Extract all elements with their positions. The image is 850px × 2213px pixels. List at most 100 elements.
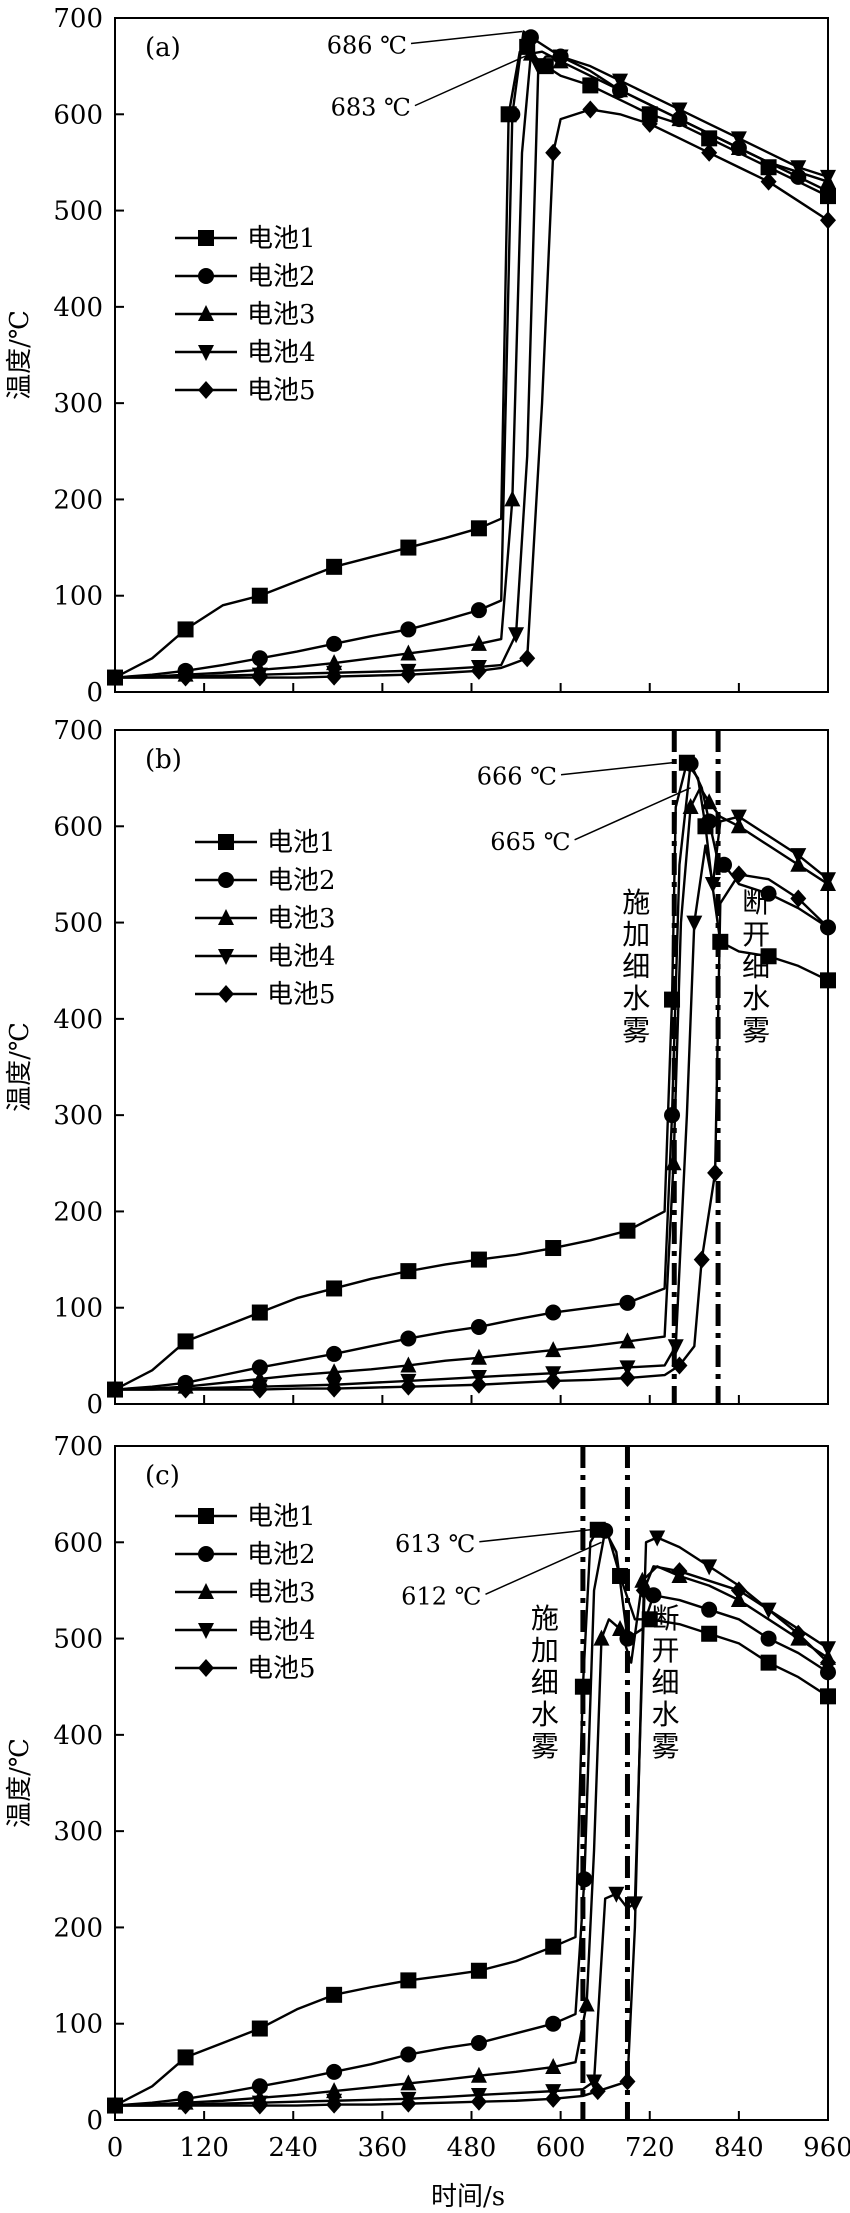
- mist-label-char: 水: [531, 1698, 559, 1731]
- data-point: [177, 2096, 194, 2115]
- legend-marker: [198, 381, 214, 399]
- data-point: [664, 1107, 681, 1124]
- legend-label: 电池4: [247, 1616, 316, 1646]
- data-point: [107, 2096, 123, 2115]
- data-point: [251, 1359, 268, 1376]
- y-tick-label: 500: [53, 909, 103, 939]
- legend-marker: [218, 949, 234, 965]
- data-point: [619, 2072, 636, 2091]
- mist-label-char: 加: [531, 1634, 559, 1667]
- data-point: [400, 1972, 417, 1989]
- data-point: [522, 44, 539, 61]
- series-2: [107, 29, 836, 686]
- y-tick-label: 0: [86, 678, 103, 708]
- y-axis-title: 温度/℃: [5, 310, 35, 400]
- data-point: [107, 1380, 123, 1399]
- data-point: [619, 1360, 636, 1377]
- y-tick-label: 200: [53, 1913, 103, 1943]
- plot-frame: [114, 729, 829, 1405]
- peak-annotation: 683 ℃: [331, 94, 411, 122]
- data-point: [508, 627, 525, 644]
- data-point: [326, 1363, 343, 1380]
- data-point: [504, 106, 521, 123]
- legend-marker: [198, 345, 214, 361]
- data-point: [693, 1250, 710, 1269]
- data-point: [707, 1163, 724, 1182]
- data-point: [701, 1601, 718, 1618]
- data-point: [400, 665, 417, 684]
- data-point: [326, 1280, 343, 1297]
- data-point: [400, 1377, 417, 1396]
- data-point: [545, 1938, 562, 1955]
- data-point: [730, 809, 747, 826]
- legend-marker: [198, 1623, 214, 1639]
- data-point: [641, 106, 658, 123]
- plot-frame: [114, 17, 829, 693]
- data-point: [701, 1625, 718, 1642]
- data-point: [760, 1654, 777, 1671]
- legend-marker: [198, 1583, 214, 1599]
- x-tick-label: 720: [625, 2133, 675, 2163]
- panels: 0 100 200 300 400 500 600 700 温度/℃ (a) 686 ℃ 683 ℃ 电…: [5, 4, 850, 2163]
- data-point: [251, 587, 268, 604]
- data-point: [251, 2078, 268, 2095]
- mist-label-char: 雾: [622, 1014, 650, 1047]
- data-point: [470, 520, 487, 537]
- data-point: [470, 1318, 487, 1335]
- legend-label: 电池1: [267, 828, 336, 858]
- x-tick-label: 960: [803, 2133, 850, 2163]
- legend-label: 电池3: [267, 904, 336, 934]
- data-point: [612, 1619, 629, 1636]
- data-point: [820, 211, 836, 230]
- data-point: [820, 1664, 836, 1681]
- data-point: [400, 621, 417, 638]
- data-point: [820, 972, 836, 989]
- y-axis-title: 温度/℃: [5, 1022, 35, 1112]
- series-5: [107, 1562, 836, 2115]
- peak-annotation: 612 ℃: [401, 1582, 481, 1610]
- data-point: [545, 143, 562, 162]
- data-point: [701, 793, 718, 810]
- y-tick-label: 100: [53, 582, 103, 612]
- y-tick-label: 0: [86, 2106, 103, 2136]
- y-tick-label: 300: [53, 1817, 103, 1847]
- x-tick-label: 480: [447, 2133, 497, 2163]
- series-line: [115, 1565, 829, 2107]
- legend-marker: [218, 985, 234, 1003]
- data-point: [619, 1369, 636, 1388]
- chart-panel-2: 0100200300400500600700温度/℃(b)施加细水雾断开细水雾6…: [5, 716, 836, 1420]
- series-5: [107, 100, 836, 687]
- peak-annotation: 613 ℃: [395, 1530, 475, 1558]
- series-line: [115, 1536, 829, 2107]
- data-point: [400, 2046, 417, 2063]
- y-tick-label: 100: [53, 2010, 103, 2040]
- chart-panel-3: 0 100 200 300 400 500 600 700 0 120 240 360 480 600 72…: [5, 1432, 850, 2163]
- data-point: [470, 1251, 487, 1268]
- data-point: [326, 635, 343, 652]
- data-point: [251, 1304, 268, 1321]
- data-point: [730, 865, 747, 884]
- y-tick-label: 700: [53, 1432, 103, 1462]
- data-point: [671, 1356, 688, 1375]
- data-point: [730, 131, 747, 148]
- data-point: [701, 143, 718, 162]
- data-point: [545, 1341, 562, 1358]
- data-point: [635, 1581, 652, 1600]
- mist-label-char: 细: [622, 950, 650, 983]
- data-point: [545, 1371, 562, 1390]
- data-point: [820, 1653, 836, 1672]
- data-point: [619, 1222, 636, 1239]
- data-point: [522, 29, 539, 46]
- series-line: [114, 1529, 829, 2107]
- data-point: [251, 2020, 268, 2037]
- legend-marker: [198, 1508, 214, 1524]
- series-line: [115, 108, 829, 679]
- legend-label: 电池4: [247, 338, 316, 368]
- legend-marker: [198, 1659, 214, 1677]
- data-point: [574, 1678, 591, 1695]
- legend-label: 电池1: [247, 1502, 316, 1532]
- data-point: [649, 1530, 666, 1547]
- annotation-leader: [410, 30, 523, 45]
- series-line: [114, 786, 829, 1391]
- data-point: [760, 948, 777, 965]
